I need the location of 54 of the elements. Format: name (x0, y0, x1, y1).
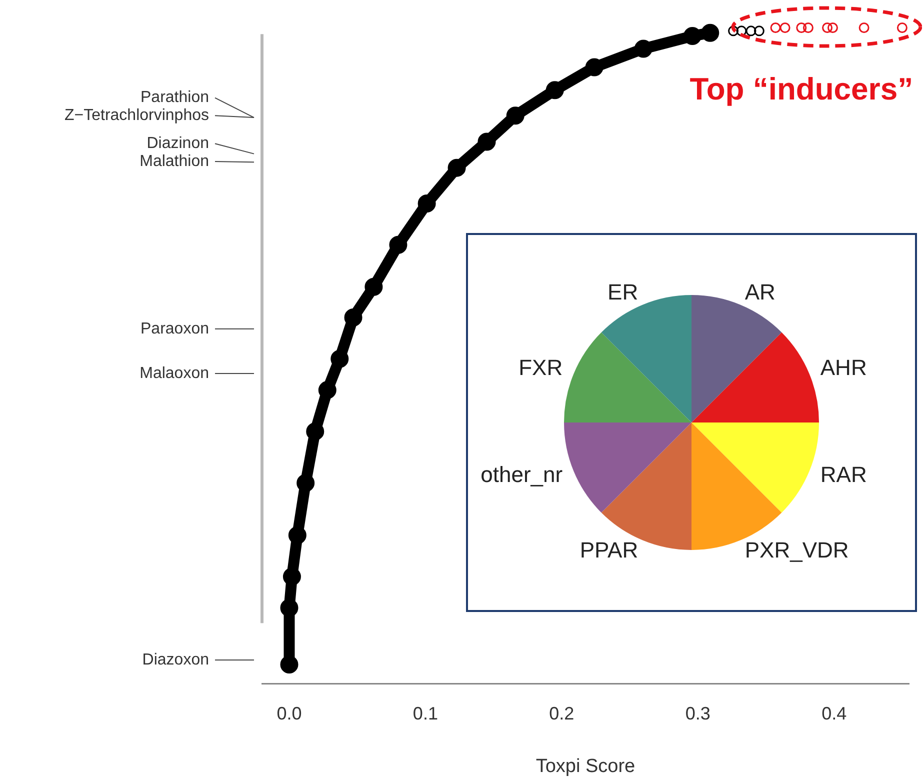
x-tick-label: 0.2 (549, 703, 574, 724)
text: Malaoxon (140, 364, 209, 382)
point (822, 22, 833, 33)
point (896, 22, 908, 33)
x-axis-title: Toxpi Score (536, 756, 636, 777)
point (736, 26, 747, 36)
annotation: Top “inducers” (690, 71, 914, 106)
slice-label: other_nr (480, 462, 563, 487)
point (770, 22, 781, 33)
point (506, 106, 524, 125)
point (754, 26, 764, 36)
x-tick-label: 0.3 (685, 703, 710, 724)
point (728, 26, 739, 36)
point (280, 655, 298, 674)
point (280, 598, 298, 617)
slice-label: AHR (820, 355, 867, 380)
text: Z−Tetrachlorvinphos (64, 107, 209, 124)
slice-label: AR (744, 280, 776, 305)
point (585, 58, 604, 76)
point (701, 24, 720, 42)
slice-label: PPAR (580, 537, 638, 562)
slice-label: FXR (518, 355, 563, 380)
point (634, 40, 652, 58)
point (746, 26, 756, 36)
point (306, 422, 324, 440)
point (780, 22, 790, 33)
point (344, 308, 362, 326)
slice-label: RAR (820, 462, 867, 487)
text: Diazoxon (142, 651, 209, 668)
point (364, 278, 383, 296)
point (318, 381, 336, 400)
point (389, 236, 408, 254)
point (546, 81, 564, 100)
point (288, 526, 306, 544)
point (478, 132, 496, 151)
x-tick-label: 0.0 (276, 703, 302, 724)
slice-label: ER (608, 280, 638, 305)
slice-label: PXR_VDR (744, 537, 849, 562)
text: Paraoxon (140, 320, 209, 338)
point (296, 474, 315, 492)
point (858, 22, 870, 33)
x-tick-label: 0.4 (822, 703, 847, 724)
point (448, 158, 466, 177)
point (802, 22, 814, 33)
point (330, 350, 349, 368)
text: Diazinon (146, 135, 209, 152)
x-tick-label: 0.1 (412, 703, 438, 724)
text: Malathion (140, 152, 209, 170)
text: Parathion (140, 89, 209, 106)
point (683, 27, 702, 46)
point (827, 22, 838, 33)
point (796, 22, 807, 33)
point (418, 194, 436, 212)
point (282, 568, 301, 586)
